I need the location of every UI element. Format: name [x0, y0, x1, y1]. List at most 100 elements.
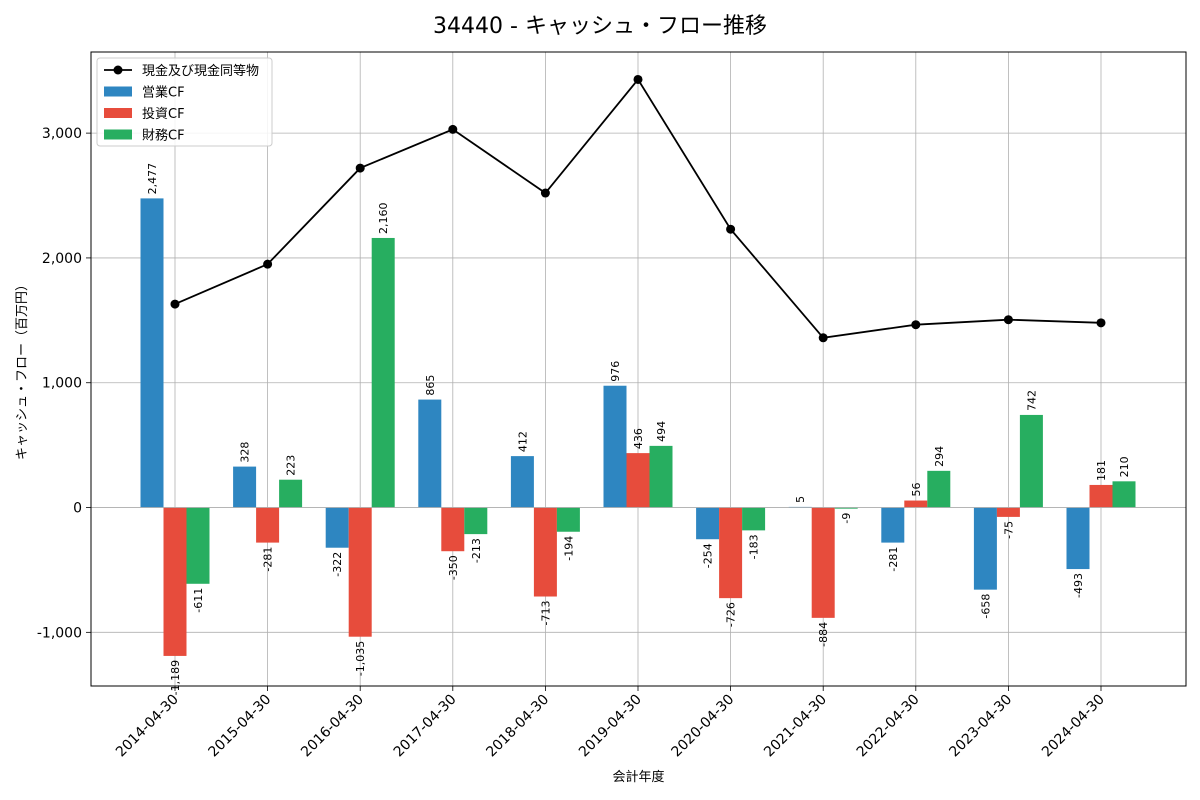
- bar: [464, 507, 488, 535]
- x-tick-label: 2018-04-30: [483, 692, 552, 761]
- bar-value-label: 976: [609, 361, 622, 382]
- y-axis-label: キャッシュ・フロー（百万円）: [15, 278, 30, 460]
- bar: [1019, 414, 1043, 508]
- y-tick-label: 1,000: [42, 376, 82, 392]
- bar-value-label: 223: [285, 455, 298, 476]
- bar: [441, 507, 465, 552]
- bar-value-label: -183: [748, 534, 761, 559]
- bar: [418, 399, 442, 508]
- bar-value-label: -350: [447, 555, 460, 580]
- bar: [348, 507, 372, 637]
- bar-value-label: -493: [1072, 573, 1085, 598]
- bar: [1089, 484, 1113, 508]
- bar-value-label: -884: [817, 622, 830, 647]
- bar-value-label: -281: [887, 547, 900, 572]
- bar: [256, 507, 280, 543]
- bar-value-label: 436: [632, 428, 645, 449]
- bar-value-label: -213: [470, 538, 483, 563]
- bar: [371, 237, 395, 508]
- bar: [325, 507, 349, 548]
- bar-value-label: 865: [424, 375, 437, 396]
- x-tick-label: 2020-04-30: [669, 692, 738, 761]
- bar: [811, 507, 835, 618]
- bar-value-label: -194: [562, 536, 575, 561]
- plot-frame: [90, 51, 1187, 687]
- legend-bar-swatch: [104, 129, 132, 140]
- bar: [140, 198, 164, 508]
- bar: [696, 507, 720, 540]
- bar: [556, 507, 580, 532]
- cash-point: [1096, 318, 1106, 328]
- cash-point: [911, 320, 921, 330]
- y-tick-label: -1,000: [37, 625, 82, 641]
- bar-value-label: -726: [725, 602, 738, 627]
- bar-value-label: 2,477: [146, 163, 159, 195]
- bar: [510, 456, 534, 508]
- bar-value-label: -254: [702, 543, 715, 568]
- bar-value-label: 494: [655, 421, 668, 442]
- legend-box: [96, 57, 273, 147]
- bar-value-label: -713: [539, 601, 552, 626]
- cash-point: [355, 163, 365, 173]
- bar-value-label: 2,160: [377, 202, 390, 234]
- bar-value-label: 328: [239, 442, 252, 463]
- cash-point: [540, 188, 550, 198]
- bar-value-label: 742: [1025, 390, 1038, 411]
- bar-value-label: 5: [794, 496, 807, 503]
- x-tick-label: 2023-04-30: [946, 692, 1015, 761]
- bar: [904, 500, 928, 508]
- cash-point: [448, 124, 458, 134]
- bar-value-label: 210: [1118, 456, 1131, 477]
- cash-point: [726, 224, 736, 234]
- x-tick-label: 2019-04-30: [576, 692, 645, 761]
- bar: [973, 507, 997, 590]
- y-tick-label: 3,000: [42, 126, 82, 142]
- bar-value-label: -1,035: [354, 641, 367, 676]
- bar: [603, 385, 627, 508]
- bar-value-label: -1,189: [169, 660, 182, 695]
- legend-label: 営業CF: [142, 85, 185, 101]
- cash-point: [1003, 315, 1013, 325]
- bar: [881, 507, 905, 543]
- bar-value-label: -281: [262, 547, 275, 572]
- bar: [1066, 507, 1090, 570]
- bar-value-label: -322: [331, 552, 344, 577]
- bar: [186, 507, 210, 584]
- x-tick-label: 2022-04-30: [854, 692, 923, 761]
- bar-value-label: 412: [516, 431, 529, 452]
- x-tick-label: 2021-04-30: [761, 692, 830, 761]
- bar: [742, 507, 766, 531]
- x-tick-label: 2015-04-30: [206, 692, 275, 761]
- legend-label: 投資CF: [142, 106, 185, 122]
- bar: [533, 507, 557, 597]
- bar: [927, 470, 951, 508]
- x-tick-label: 2024-04-30: [1039, 692, 1108, 761]
- bar-value-label: -9: [840, 513, 853, 524]
- cash-point: [170, 299, 180, 309]
- x-tick-label: 2017-04-30: [391, 692, 460, 761]
- cash-point: [263, 259, 273, 269]
- bar-value-label: 56: [910, 483, 923, 497]
- legend-label: 現金及び現金同等物: [142, 63, 259, 79]
- legend-marker: [113, 65, 123, 75]
- bar: [1112, 481, 1136, 508]
- y-tick-label: 2,000: [42, 251, 82, 267]
- x-tick-label: 2016-04-30: [298, 692, 367, 761]
- bar: [233, 466, 257, 508]
- bar: [834, 507, 858, 509]
- cash-point: [633, 74, 643, 84]
- bar-value-label: 181: [1095, 460, 1108, 481]
- x-tick-label: 2014-04-30: [113, 692, 182, 761]
- x-axis-label: 会計年度: [612, 769, 664, 785]
- legend-label: 財務CF: [142, 129, 185, 144]
- bar: [279, 479, 303, 508]
- bar: [719, 507, 743, 599]
- bar-value-label: -658: [979, 594, 992, 619]
- chart-title: 34440 - キャッシュ・フロー推移: [433, 14, 767, 39]
- cash-point: [818, 333, 828, 343]
- bar: [649, 445, 673, 508]
- bar-value-label: 294: [933, 446, 946, 467]
- bar: [996, 507, 1020, 517]
- legend-bar-swatch: [104, 86, 132, 97]
